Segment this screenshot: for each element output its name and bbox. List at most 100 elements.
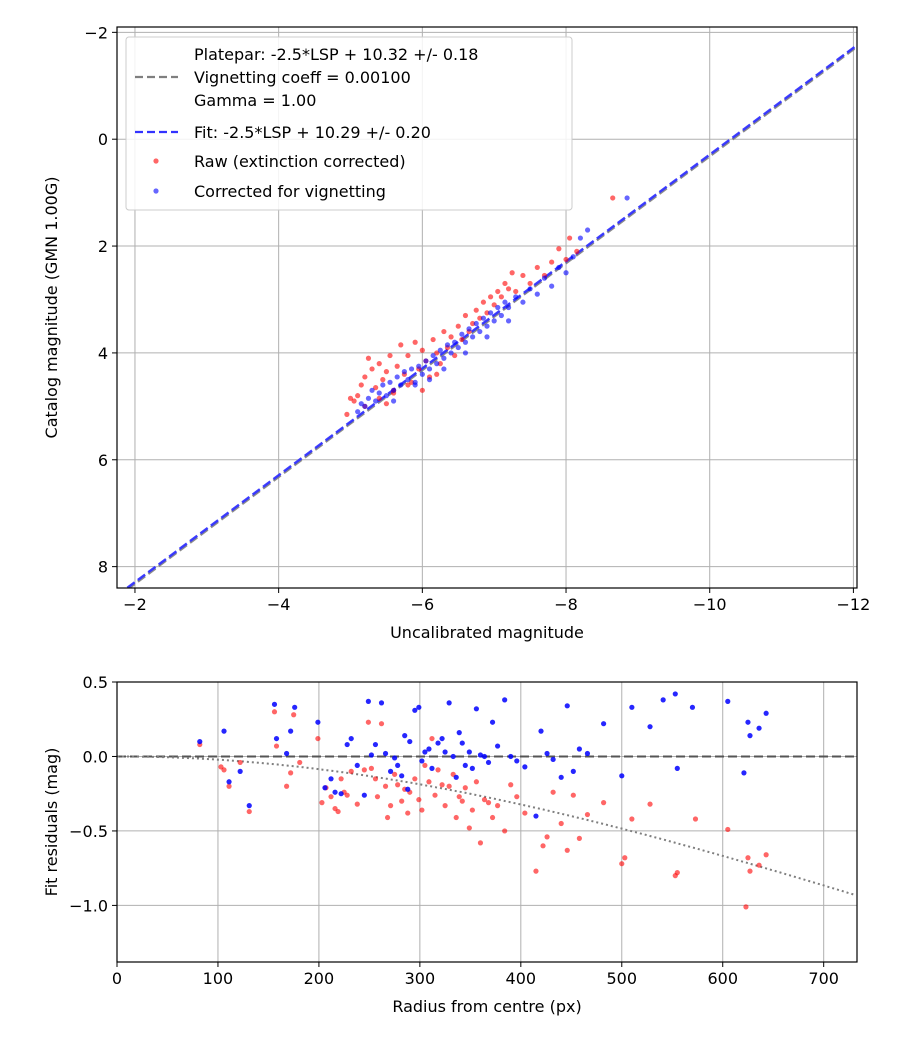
corrected-point bbox=[391, 398, 397, 404]
raw-point bbox=[556, 246, 562, 252]
corrected-point bbox=[462, 350, 469, 356]
raw-residual-point bbox=[387, 803, 394, 809]
raw-residual-point bbox=[622, 855, 628, 861]
raw-residual-point bbox=[601, 800, 607, 806]
corrected-residual-point bbox=[387, 768, 394, 774]
raw-point bbox=[563, 256, 569, 263]
corrected-point bbox=[394, 374, 400, 380]
y-tick-label: 6 bbox=[98, 451, 108, 470]
corrected-residual-point bbox=[365, 698, 371, 704]
corrected-point bbox=[423, 358, 429, 364]
raw-residual-point bbox=[692, 816, 699, 822]
corrected-point bbox=[520, 299, 526, 305]
corrected-point bbox=[426, 366, 433, 372]
raw-residual-point bbox=[365, 719, 371, 725]
raw-point bbox=[383, 401, 390, 407]
raw-point bbox=[355, 393, 361, 399]
corrected-residual-point bbox=[392, 755, 398, 761]
corrected-point bbox=[505, 318, 512, 324]
raw-residual-point bbox=[395, 782, 401, 788]
corrected-residual-point bbox=[473, 706, 479, 712]
raw-point bbox=[549, 259, 555, 265]
raw-residual-point bbox=[584, 811, 591, 818]
raw-point bbox=[362, 374, 368, 380]
raw-residual-point bbox=[273, 743, 280, 749]
raw-residual-point bbox=[481, 797, 488, 803]
plot-area bbox=[117, 691, 857, 910]
y-tick-label: −0.5 bbox=[69, 822, 108, 841]
corrected-residual-point bbox=[489, 719, 496, 725]
corrected-point bbox=[437, 347, 443, 353]
corrected-residual-point bbox=[522, 764, 528, 770]
raw-residual-point bbox=[647, 801, 653, 807]
raw-residual-point bbox=[319, 800, 325, 806]
corrected-residual-point bbox=[429, 765, 435, 771]
corrected-residual-point bbox=[435, 740, 441, 746]
raw-point bbox=[455, 323, 461, 329]
raw-residual-point bbox=[743, 904, 749, 910]
fit-fit-line bbox=[124, 44, 857, 588]
corrected-point bbox=[624, 195, 630, 201]
raw-point bbox=[358, 382, 364, 388]
corrected-residual-point bbox=[469, 765, 475, 771]
corrected-residual-point bbox=[426, 746, 432, 752]
raw-residual-point bbox=[354, 801, 360, 807]
corrected-residual-point bbox=[237, 768, 243, 774]
raw-point bbox=[430, 336, 436, 343]
corrected-residual-point bbox=[647, 724, 653, 730]
raw-residual-point bbox=[416, 797, 422, 803]
platepar-fit-line bbox=[127, 45, 857, 588]
raw-point bbox=[502, 280, 508, 287]
raw-residual-point bbox=[725, 826, 731, 833]
raw-point bbox=[376, 395, 382, 401]
raw-point bbox=[534, 264, 540, 271]
x-tick-label: 400 bbox=[506, 969, 537, 988]
y-tick-label: 4 bbox=[98, 344, 108, 363]
raw-point bbox=[344, 411, 350, 417]
raw-residual-point bbox=[422, 762, 428, 769]
raw-point bbox=[509, 270, 515, 276]
corrected-point bbox=[430, 352, 436, 359]
corrected-residual-point bbox=[395, 762, 401, 769]
corrected-point bbox=[549, 283, 555, 289]
corrected-point bbox=[513, 294, 519, 300]
corrected-point bbox=[412, 382, 418, 388]
corrected-point bbox=[556, 264, 562, 271]
corrected-point bbox=[426, 377, 433, 383]
raw-residual-point bbox=[514, 794, 520, 800]
raw-point bbox=[419, 347, 425, 353]
corrected-residual-point bbox=[466, 749, 472, 755]
raw-point bbox=[412, 339, 418, 345]
axes-frame bbox=[116, 26, 858, 589]
corrected-point bbox=[466, 326, 472, 332]
raw-point bbox=[437, 361, 443, 367]
corrected-point bbox=[498, 312, 504, 319]
corrected-point bbox=[577, 235, 583, 241]
raw-residual-point bbox=[221, 767, 227, 773]
x-tick-label: −8 bbox=[554, 595, 578, 614]
corrected-point bbox=[584, 227, 591, 233]
corrected-residual-point bbox=[412, 707, 418, 713]
raw-residual-point bbox=[432, 792, 438, 798]
raw-residual-point bbox=[374, 794, 381, 800]
raw-residual-point bbox=[674, 870, 680, 876]
corrected-point bbox=[477, 328, 483, 335]
raw-residual-point bbox=[284, 783, 290, 789]
raw-residual-point bbox=[338, 776, 344, 782]
x-tick-label: 300 bbox=[405, 969, 436, 988]
raw-point bbox=[434, 350, 440, 356]
raw-point bbox=[491, 302, 497, 308]
raw-residual-point bbox=[544, 834, 550, 840]
raw-point bbox=[498, 294, 504, 300]
corrected-residual-point bbox=[741, 770, 747, 776]
raw-point bbox=[480, 299, 487, 305]
raw-residual-point bbox=[348, 768, 354, 774]
x-tick-label: −6 bbox=[411, 595, 435, 614]
raw-residual-point bbox=[344, 792, 350, 798]
raw-point bbox=[459, 336, 465, 343]
raw-residual-point bbox=[533, 868, 539, 874]
corrected-point bbox=[570, 254, 576, 260]
raw-residual-point bbox=[442, 803, 448, 809]
raw-residual-point bbox=[446, 783, 452, 789]
x-tick-label: 100 bbox=[203, 969, 234, 988]
